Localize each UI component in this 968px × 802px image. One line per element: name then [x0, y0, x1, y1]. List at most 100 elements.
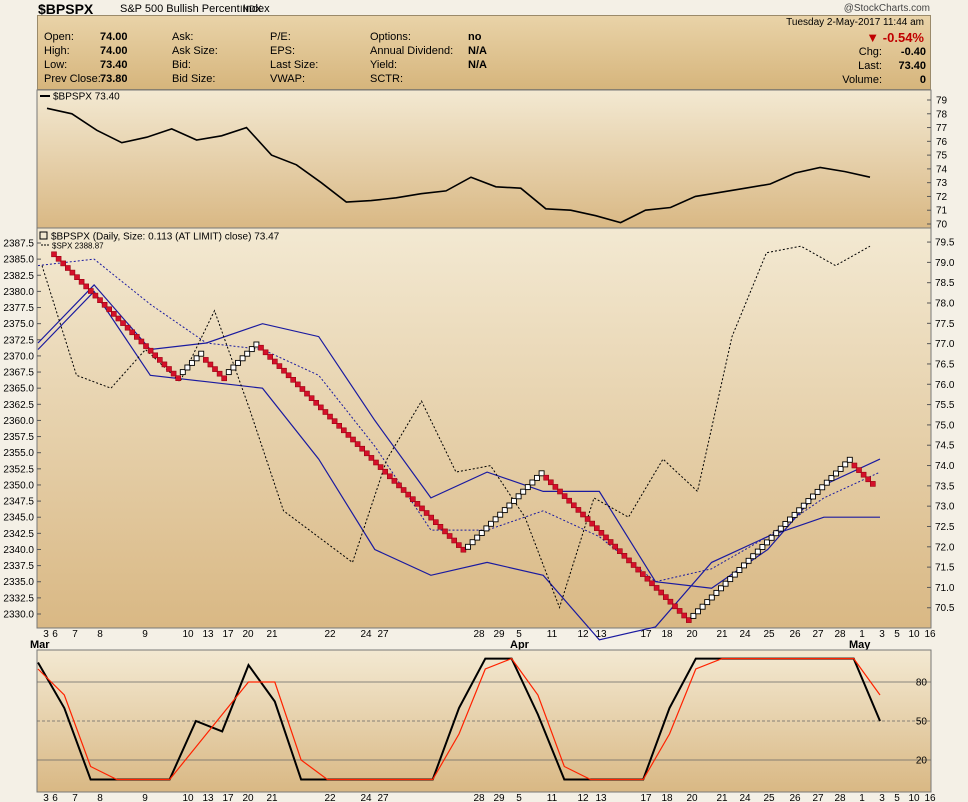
pnf-x-box — [833, 470, 839, 477]
pnf-o-box — [639, 571, 646, 577]
pnf-o-box — [120, 320, 126, 326]
pnf-o-box — [630, 562, 637, 568]
stoch-x-tick-label: 1 — [859, 793, 865, 802]
quote-right-label-1: Last: — [858, 60, 882, 72]
pnf-x-tick-label: 3 — [879, 629, 885, 640]
stoch-x-tick-label: 20 — [686, 793, 698, 802]
stoch-x-tick-label: 6 — [52, 793, 58, 802]
pnf-o-box — [69, 269, 76, 276]
pnf-x-box — [819, 484, 826, 491]
stoch-y-tick-label: 50 — [916, 717, 928, 728]
price-y-tick-label: 74 — [936, 164, 948, 175]
pnf-o-box — [92, 292, 99, 299]
pnf-o-box — [635, 566, 642, 573]
pnf-o-box — [570, 502, 577, 509]
pnf-o-box — [455, 542, 462, 548]
pnf-x-box — [515, 493, 522, 500]
pnf-o-box — [203, 357, 209, 363]
pnf-x-box — [773, 530, 780, 537]
pnf-o-box — [97, 297, 103, 304]
pnf-o-box — [157, 357, 163, 363]
pnf-x-box — [810, 493, 816, 500]
pnf-x-tick-label: 28 — [473, 629, 485, 640]
pnf-x-box — [179, 369, 186, 376]
stoch-x-tick-label: 3 — [43, 793, 49, 802]
pnf-right-tick-label: 72.5 — [935, 522, 955, 533]
pnf-o-box — [111, 311, 117, 317]
pnf-o-box — [543, 474, 550, 481]
pnf-x-box — [184, 364, 191, 371]
pnf-o-box — [575, 507, 582, 513]
pnf-x-tick-label: 18 — [661, 629, 673, 640]
pnf-o-box — [593, 525, 600, 532]
stoch-x-tick-label: 5 — [894, 793, 900, 802]
quote-label-col4-2: Yield: — [370, 59, 398, 71]
pnf-x-box — [727, 576, 734, 583]
pnf-o-box — [658, 589, 665, 596]
pnf-x-box — [796, 507, 803, 514]
pnf-panel: 79.5 79.0 78.5 78.0 77.5 77.0 76.5 76.0 75.5 75.0… — [3, 227, 955, 651]
pnf-o-box — [354, 441, 361, 447]
pnf-o-box — [414, 500, 421, 507]
pnf-x-tick-label: 22 — [324, 629, 336, 640]
quote-label-col2-1: Ask Size: — [172, 45, 218, 57]
pnf-o-box — [101, 301, 108, 308]
pnf-o-box — [409, 496, 416, 503]
price-y-tick-label: 70 — [936, 220, 948, 231]
pnf-left-tick-label: 2347.5 — [3, 497, 34, 508]
pnf-o-box — [216, 370, 223, 377]
pnf-x-tick-label: 27 — [812, 629, 824, 640]
pnf-o-box — [129, 329, 135, 336]
pnf-o-box — [566, 497, 573, 504]
stoch-x-tick-label: 18 — [661, 793, 673, 802]
pnf-x-tick-label: 6 — [52, 629, 58, 640]
quote-value-col1-2: 73.40 — [100, 59, 128, 71]
pnf-o-box — [432, 519, 439, 526]
pnf-x-box — [193, 355, 200, 362]
symbol-title[interactable]: $BPSPX — [38, 1, 94, 17]
pnf-left-tick-label: 2332.5 — [3, 593, 34, 604]
pnf-x-box — [488, 520, 494, 527]
pnf-x-tick-label: 16 — [924, 629, 936, 640]
quote-label-col3-2: Last Size: — [270, 59, 319, 71]
pnf-x-tick-label: 10 — [908, 629, 920, 640]
pnf-o-box — [317, 404, 324, 411]
pnf-o-box — [258, 344, 264, 351]
quote-value-col4-2: N/A — [468, 59, 487, 71]
pnf-x-tick-label: 12 — [577, 629, 589, 640]
stoch-x-tick-label: 9 — [142, 793, 148, 802]
pnf-x-box — [695, 608, 701, 615]
pnf-o-box — [405, 491, 412, 498]
stoch-x-tick-label: 17 — [640, 793, 652, 802]
quote-right-value-2: 0 — [919, 74, 926, 86]
stoch-x-tick-label: 24 — [360, 793, 372, 802]
pnf-left-tick-label: 2372.5 — [3, 335, 34, 346]
pnf-o-box — [423, 510, 430, 516]
pnf-x-box — [736, 567, 743, 573]
pnf-x-tick-label: 29 — [493, 629, 505, 640]
stoch-x-tick-label: 13 — [202, 793, 214, 802]
pnf-x-box — [524, 484, 531, 491]
quote-label-col4-0: Options: — [370, 31, 411, 43]
price-y-tick-label: 78 — [936, 109, 948, 120]
pnf-o-box — [851, 462, 858, 469]
pnf-o-box — [285, 372, 292, 379]
pnf-o-box — [616, 548, 623, 555]
pnf-month-label: Mar — [30, 639, 50, 651]
quote-value-col1-0: 74.00 — [100, 31, 128, 43]
stoch-x-tick-label: 13 — [595, 793, 607, 802]
quote-label-col1-2: Low: — [44, 59, 68, 71]
pnf-x-box — [469, 539, 476, 546]
quote-value-col1-3: 73.80 — [100, 73, 128, 85]
pnf-o-box — [363, 450, 370, 457]
stoch-x-tick-label: 10 — [182, 793, 194, 802]
stoch-x-tick-label: 7 — [72, 793, 78, 802]
pnf-left-tick-label: 2345.0 — [3, 513, 34, 524]
pnf-o-box — [672, 603, 678, 610]
pnf-o-box — [869, 481, 876, 487]
pnf-o-box — [345, 432, 352, 438]
pnf-o-box — [373, 459, 379, 466]
pnf-x-box — [478, 530, 485, 536]
pnf-o-box — [437, 523, 444, 530]
